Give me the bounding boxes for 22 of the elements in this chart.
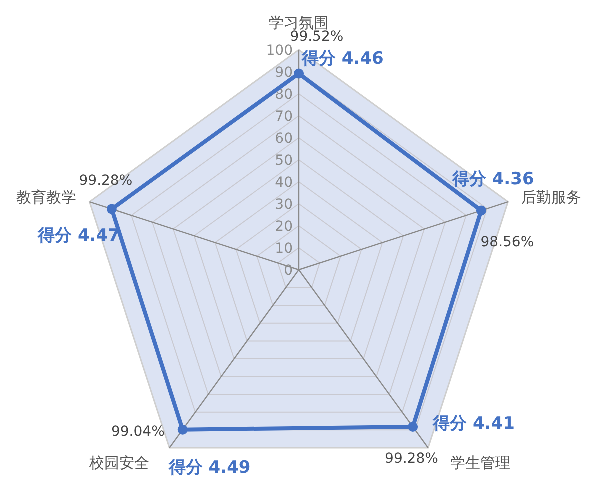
y-tick-label: 90	[275, 65, 293, 81]
y-tick-label: 20	[275, 219, 293, 235]
y-tick-label: 70	[275, 109, 293, 125]
text: 得分 4.47	[38, 226, 120, 246]
spoke-label: 教育教学	[16, 188, 76, 207]
y-tick-label: 30	[275, 197, 293, 213]
y-tick-label: 40	[275, 175, 293, 191]
text: 99.04%	[111, 424, 165, 440]
text: 得分 4.36	[452, 170, 534, 190]
text: 得分 4.49	[168, 458, 251, 478]
y-tick-label: 100	[266, 43, 293, 59]
y-tick-label: 10	[275, 241, 293, 257]
spoke-label: 学生管理	[450, 454, 510, 472]
text: 99.28%	[79, 173, 133, 190]
y-tick-label: 60	[275, 131, 293, 147]
spoke-label: 校园安全	[88, 454, 150, 472]
text: 得分 4.46	[302, 48, 384, 69]
text: 99.28%	[385, 450, 438, 467]
y-tick-label: 50	[275, 153, 293, 169]
text: 得分 4.41	[433, 414, 515, 434]
spoke-label: 后勤服务	[522, 188, 582, 207]
text: 98.56%	[480, 234, 534, 251]
